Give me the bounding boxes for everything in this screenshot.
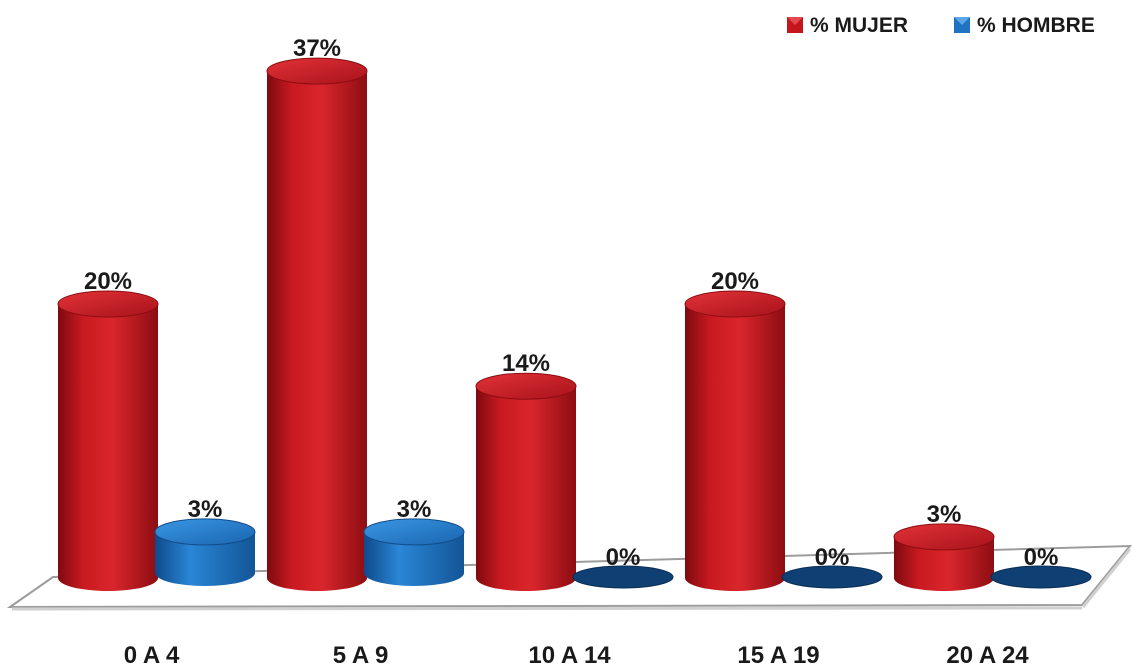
- legend: % MUJER % HOMBRE: [787, 14, 1095, 37]
- value-label-hombre-5-a-9: 3%: [397, 496, 432, 523]
- bar-mujer-10-a-14-side: [476, 386, 576, 591]
- x-tick-15-a-19: 15 A 19: [737, 642, 819, 669]
- bars-layer: [57, 57, 1092, 592]
- x-tick-10-a-14: 10 A 14: [528, 642, 611, 669]
- bar-hombre-0-a-4: [154, 518, 256, 586]
- legend-item-hombre: % HOMBRE: [954, 14, 1095, 37]
- x-tick-20-a-24: 20 A 24: [946, 642, 1029, 669]
- bar-mujer-20-a-24-top: [893, 523, 995, 551]
- bar-mujer-15-a-19: [684, 290, 786, 591]
- value-label-mujer-5-a-9: 37%: [293, 35, 341, 62]
- legend-swatch-hombre-bevel: [954, 17, 970, 25]
- value-label-mujer-15-a-19: 20%: [711, 268, 759, 295]
- legend-item-mujer: % MUJER: [787, 14, 908, 37]
- value-label-mujer-0-a-4: 20%: [84, 268, 132, 295]
- bar-mujer-10-a-14: [475, 372, 577, 591]
- legend-label-hombre: % HOMBRE: [977, 14, 1095, 37]
- bar-mujer-10-a-14-top: [475, 372, 577, 400]
- bar-hombre-0-a-4-top: [154, 518, 256, 546]
- value-labels-layer: 20% 3% 37% 3% 14% 0% 20% 0% 3% 0%: [84, 35, 1058, 571]
- x-tick-0-a-4: 0 A 4: [124, 642, 180, 669]
- value-label-mujer-10-a-14: 14%: [502, 350, 550, 377]
- bar-mujer-20-a-24: [893, 523, 995, 591]
- bar-hombre-5-a-9-side: [364, 531, 464, 586]
- bar-mujer-15-a-19-side: [685, 304, 785, 591]
- bar-hombre-10-a-14: [572, 565, 674, 589]
- value-label-hombre-20-a-24: 0%: [1024, 544, 1059, 571]
- bar-mujer-0-a-4-side: [58, 304, 158, 591]
- bar-mujer-0-a-4-top: [57, 290, 159, 318]
- bar-hombre-0-a-4-side: [155, 531, 255, 586]
- legend-label-mujer: % MUJER: [810, 14, 908, 37]
- legend-swatch-mujer-bevel: [787, 17, 803, 25]
- bar-mujer-0-a-4: [57, 290, 159, 591]
- bar-hombre-15-a-19: [781, 565, 883, 589]
- x-tick-5-a-9: 5 A 9: [333, 642, 389, 669]
- value-label-hombre-10-a-14: 0%: [606, 544, 641, 571]
- bar-mujer-5-a-9-top: [266, 57, 368, 85]
- bar-hombre-20-a-24: [990, 565, 1092, 589]
- bar-mujer-5-a-9-side: [267, 71, 367, 592]
- chart-floor-shadow: [11, 548, 1132, 611]
- value-label-mujer-20-a-24: 3%: [927, 501, 962, 528]
- x-axis-labels: 0 A 4 5 A 9 10 A 14 15 A 19 20 A 24: [124, 642, 1030, 669]
- bar-mujer-15-a-19-top: [684, 290, 786, 318]
- bar-hombre-5-a-9: [363, 518, 465, 586]
- bar-mujer-20-a-24-side: [894, 536, 994, 591]
- value-label-hombre-15-a-19: 0%: [815, 544, 850, 571]
- value-label-hombre-0-a-4: 3%: [188, 496, 223, 523]
- bar-mujer-5-a-9: [266, 57, 368, 592]
- bar-hombre-5-a-9-top: [363, 518, 465, 546]
